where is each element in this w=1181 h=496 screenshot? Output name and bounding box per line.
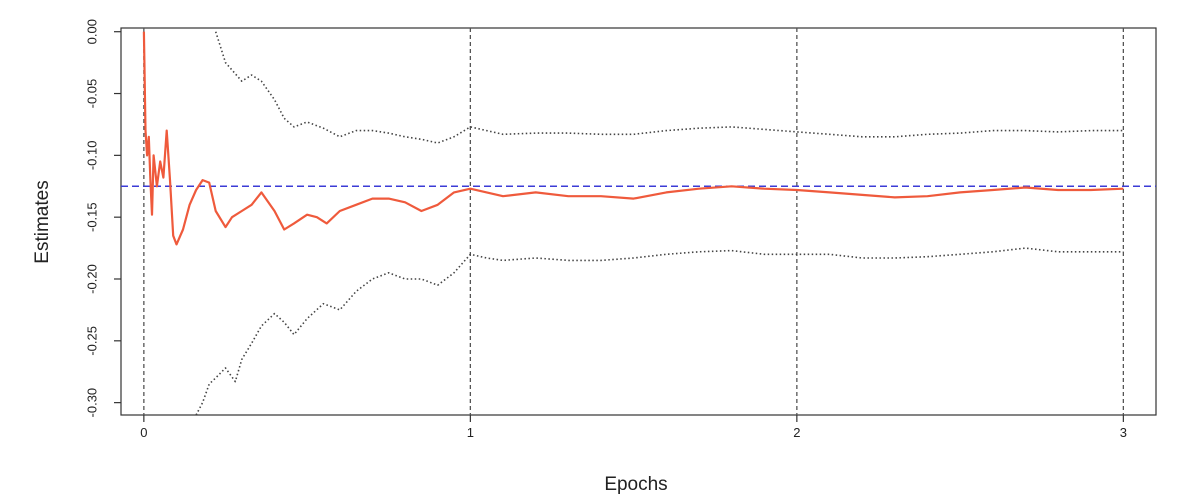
y-tick-label-1: -0.05 [84,79,99,109]
x-axis-title: Epochs [604,474,667,495]
x-tick-label-2: 2 [793,425,800,440]
series-line-1 [214,31,1124,144]
y-tick-label-2: -0.10 [84,141,99,171]
series-line-0 [142,31,1124,246]
x-axis: 0 1 2 3 [140,415,1127,440]
x-tick-label-1: 1 [467,425,474,440]
y-axis: 0.00 -0.05 -0.10 -0.15 -0.20 -0.25 -0.30 [84,19,121,417]
x-tick-label-3: 3 [1120,425,1127,440]
series-layer [142,31,1124,415]
y-tick-label-5: -0.25 [84,326,99,356]
y-tick-label-4: -0.20 [84,264,99,294]
plot-area-frame [120,27,1157,416]
reference-lines [121,28,1156,415]
y-tick-label-0: 0.00 [84,19,99,44]
y-tick-label-6: -0.30 [84,388,99,418]
y-tick-label-3: -0.15 [84,202,99,232]
series-line-2 [195,247,1124,415]
y-axis-title: Estimates [32,180,53,263]
x-tick-label-0: 0 [140,425,147,440]
